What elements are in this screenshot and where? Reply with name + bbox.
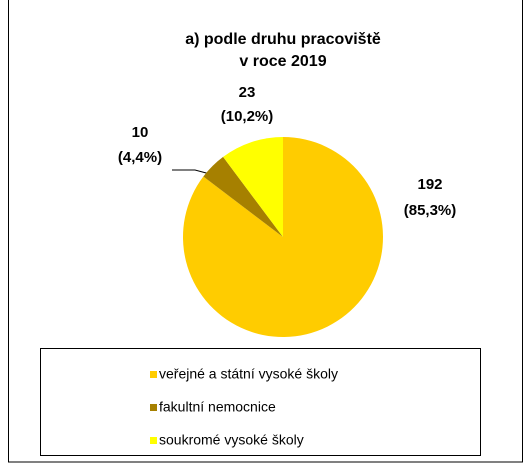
- data-label: (85,3%): [404, 202, 457, 219]
- legend-label: fakultní nemocnice: [159, 399, 276, 415]
- legend-swatch: [150, 371, 157, 378]
- data-label: (10,2%): [221, 108, 274, 125]
- chart-title: v roce 2019: [239, 53, 326, 70]
- leader-line: [172, 169, 211, 175]
- data-label: 23: [239, 84, 256, 101]
- legend-label: soukromé vysoké školy: [159, 432, 304, 448]
- pie-slice: [203, 156, 283, 237]
- data-label: 10: [132, 124, 149, 141]
- data-label: (4,4%): [118, 149, 162, 166]
- legend-swatch: [150, 404, 157, 411]
- chart-title: a) podle druhu pracoviště: [185, 31, 381, 48]
- data-label: 192: [417, 176, 442, 193]
- legend-swatch: [150, 437, 157, 444]
- pie-slice: [223, 137, 283, 237]
- legend-label: veřejné a státní vysoké školy: [159, 366, 338, 382]
- legend: [40, 348, 481, 456]
